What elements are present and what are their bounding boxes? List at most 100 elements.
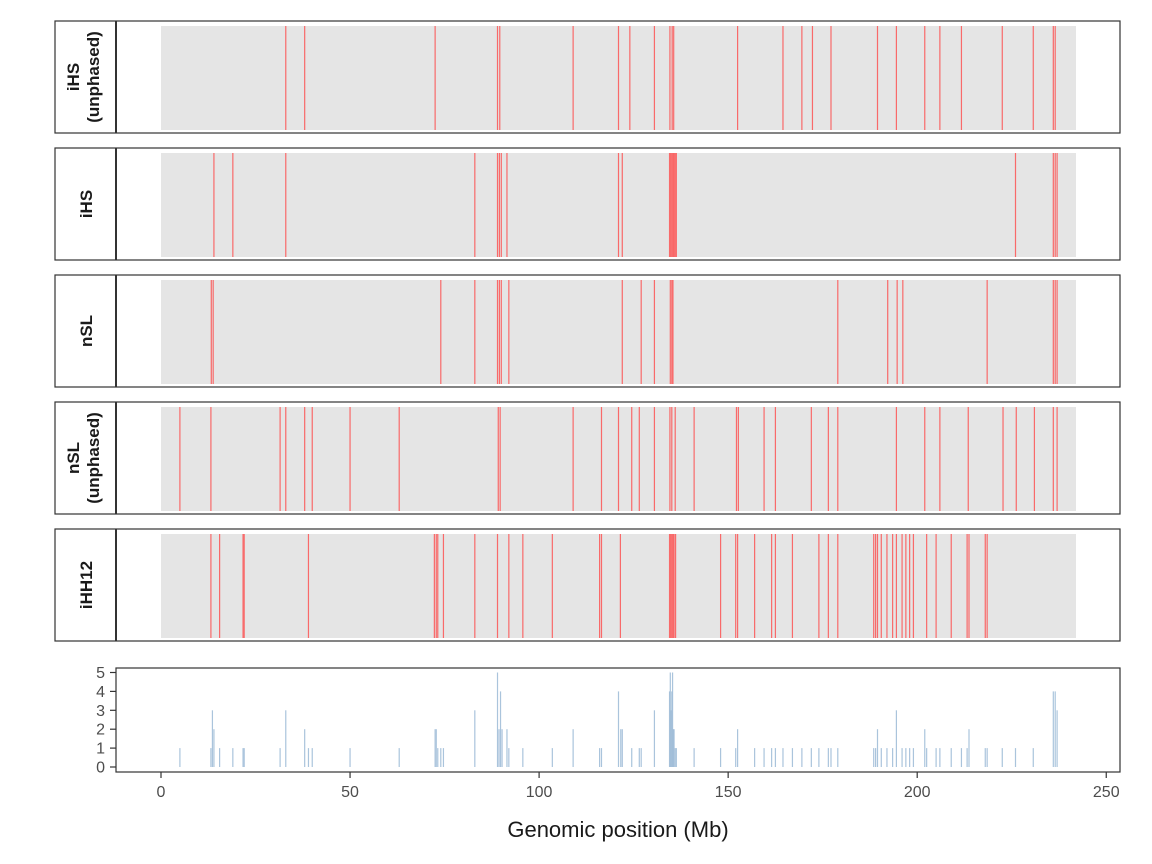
selection-mark <box>212 280 214 384</box>
selection-mark <box>500 153 502 257</box>
count-bar <box>693 748 695 767</box>
count-bar <box>435 729 437 767</box>
strip-label-line-1: iHS <box>64 63 83 91</box>
selection-mark <box>754 534 756 638</box>
count-bar <box>901 748 903 767</box>
strip-label-line-1: nSL <box>64 442 83 474</box>
selection-mark <box>735 407 738 511</box>
selection-mark <box>621 280 623 384</box>
selection-mark <box>1054 280 1056 384</box>
count-bar <box>442 748 445 767</box>
count-bar <box>1056 710 1058 767</box>
selection-mark <box>960 26 963 130</box>
selection-mark <box>285 26 287 130</box>
count-bar <box>474 710 476 767</box>
count-bar <box>671 691 673 767</box>
count-bar <box>674 748 676 767</box>
count-bar <box>1014 748 1017 767</box>
selection-mark <box>1056 153 1058 257</box>
count-bar <box>895 710 897 767</box>
selection-mark <box>600 534 603 638</box>
selection-mark <box>304 407 306 511</box>
selection-mark <box>210 534 212 638</box>
selection-mark <box>631 407 633 511</box>
count-bar <box>508 748 510 767</box>
count-bar <box>440 748 442 767</box>
selection-mark <box>887 280 889 384</box>
selection-mark <box>500 280 502 384</box>
count-bar <box>986 748 988 767</box>
count-bar <box>572 729 574 767</box>
x-tick-label: 250 <box>1093 784 1120 801</box>
count-bar <box>675 748 677 767</box>
count-bar <box>551 748 553 767</box>
selection-mark <box>873 534 875 638</box>
mark-layer <box>285 26 1056 130</box>
y-tick-label: 5 <box>96 665 105 682</box>
selection-mark <box>311 407 313 511</box>
selection-mark <box>926 534 928 638</box>
count-bar <box>349 748 351 767</box>
selection-mark <box>1052 153 1054 257</box>
count-bar <box>498 729 500 767</box>
y-axis: 0 1 2 3 4 5 <box>96 665 116 777</box>
selection-mark <box>1056 407 1058 511</box>
selection-mark <box>737 407 739 511</box>
selection-mark <box>668 534 671 638</box>
selection-mark <box>939 407 941 511</box>
selection-mark <box>496 26 499 130</box>
count-bar <box>600 748 603 767</box>
selection-mark <box>737 26 739 130</box>
selection-mark <box>599 534 601 638</box>
x-tick-label: 200 <box>904 784 931 801</box>
selection-mark <box>737 534 739 638</box>
mark-layer <box>210 280 1058 384</box>
selection-mark <box>1052 280 1054 384</box>
count-bar <box>506 729 508 767</box>
selection-mark <box>653 280 656 384</box>
y-tick-label: 3 <box>96 703 105 720</box>
selection-mark <box>671 153 673 257</box>
count-bar <box>242 748 244 767</box>
count-bar <box>669 672 671 767</box>
count-bar <box>638 748 640 767</box>
selection-mark <box>1001 26 1003 130</box>
count-bar <box>719 748 722 767</box>
selection-mark <box>671 26 673 130</box>
count-bar <box>398 748 400 767</box>
y-tick-label: 4 <box>96 684 105 701</box>
count-bar <box>210 748 212 767</box>
selection-mark <box>522 534 524 638</box>
count-bar <box>801 748 803 767</box>
selection-mark <box>1056 280 1058 384</box>
panel-ihh12: iHH12 <box>54 528 1121 642</box>
selection-mark <box>398 407 400 511</box>
selection-mark <box>243 534 245 638</box>
mark-layer <box>210 534 988 638</box>
selection-mark <box>827 407 829 511</box>
count-bar <box>501 729 503 767</box>
selection-mark <box>895 534 897 638</box>
selection-mark <box>1054 153 1056 257</box>
y-tick-label: 1 <box>96 741 105 758</box>
selection-mark <box>674 407 676 511</box>
selection-mark <box>672 534 674 638</box>
selection-mark <box>653 407 656 511</box>
selection-mark <box>935 534 937 638</box>
strip-label: iHS <box>77 190 96 218</box>
selection-mark <box>232 153 234 257</box>
count-bar <box>935 748 937 767</box>
selection-mark <box>966 534 968 638</box>
selection-mark <box>640 280 642 384</box>
selection-mark <box>617 153 620 257</box>
selection-mark <box>551 534 553 638</box>
count-bar <box>968 729 970 767</box>
selection-mark <box>1015 407 1017 511</box>
count-bar <box>926 748 928 767</box>
selection-mark <box>771 534 773 638</box>
count-bar <box>673 729 675 767</box>
y-tick-label: 2 <box>96 722 105 739</box>
selection-mark <box>905 534 907 638</box>
count-bar <box>640 748 642 767</box>
selection-mark <box>886 534 888 638</box>
